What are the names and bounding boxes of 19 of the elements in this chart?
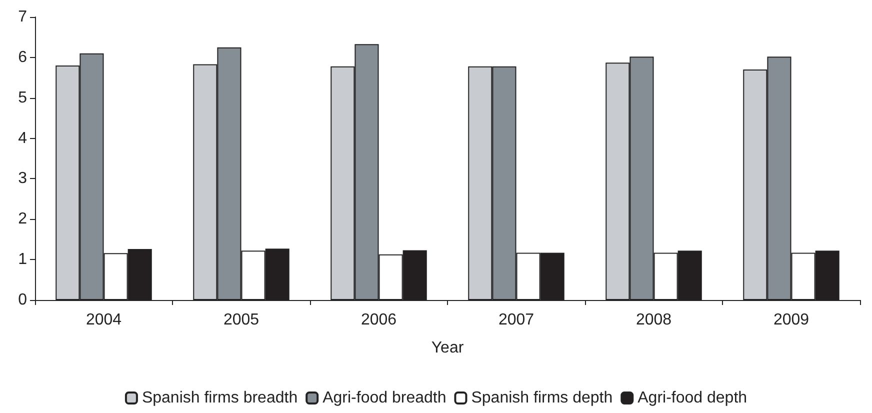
legend-label: Spanish firms depth <box>471 390 613 406</box>
x-tick-label: 2006 <box>360 312 397 328</box>
y-tick-label: 7 <box>18 8 28 26</box>
x-tick-label: 2007 <box>498 312 534 328</box>
y-tick-label: 2 <box>18 210 28 228</box>
legend-label: Agri-food depth <box>638 390 748 406</box>
y-tick-label: 4 <box>18 130 28 147</box>
x-axis-title: Year <box>431 340 464 356</box>
y-tick-label: 1 <box>18 251 28 268</box>
y-tick-label: 6 <box>18 48 28 66</box>
y-tick-label: 5 <box>18 89 28 106</box>
legend-label: Spanish firms breadth <box>142 390 298 406</box>
x-tick-label: 2004 <box>86 312 122 328</box>
legend-label: Agri-food breadth <box>322 390 446 406</box>
y-tick-label: 0 <box>18 292 28 308</box>
x-tick-label: 2008 <box>636 312 672 328</box>
x-tick-label: 2009 <box>773 312 810 328</box>
y-tick-label: 3 <box>18 170 28 188</box>
x-tick-label: 2005 <box>223 312 260 328</box>
